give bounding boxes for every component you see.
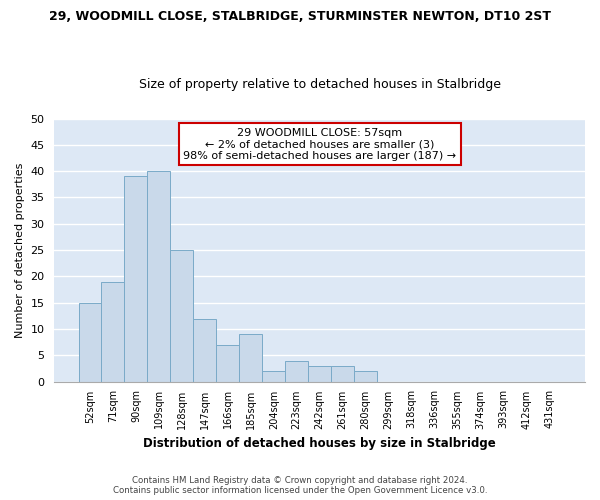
Bar xyxy=(79,302,101,382)
Text: 29, WOODMILL CLOSE, STALBRIDGE, STURMINSTER NEWTON, DT10 2ST: 29, WOODMILL CLOSE, STALBRIDGE, STURMINS… xyxy=(49,10,551,23)
Title: Size of property relative to detached houses in Stalbridge: Size of property relative to detached ho… xyxy=(139,78,501,91)
Bar xyxy=(124,176,148,382)
Bar xyxy=(101,282,124,382)
Bar xyxy=(148,171,170,382)
Bar xyxy=(331,366,354,382)
Bar xyxy=(285,360,308,382)
Text: 29 WOODMILL CLOSE: 57sqm
← 2% of detached houses are smaller (3)
98% of semi-det: 29 WOODMILL CLOSE: 57sqm ← 2% of detache… xyxy=(183,128,456,161)
Bar xyxy=(308,366,331,382)
Bar xyxy=(262,371,285,382)
Bar xyxy=(193,318,217,382)
X-axis label: Distribution of detached houses by size in Stalbridge: Distribution of detached houses by size … xyxy=(143,437,496,450)
Bar xyxy=(170,250,193,382)
Bar xyxy=(239,334,262,382)
Bar xyxy=(354,371,377,382)
Text: Contains HM Land Registry data © Crown copyright and database right 2024.
Contai: Contains HM Land Registry data © Crown c… xyxy=(113,476,487,495)
Y-axis label: Number of detached properties: Number of detached properties xyxy=(15,162,25,338)
Bar xyxy=(217,345,239,382)
